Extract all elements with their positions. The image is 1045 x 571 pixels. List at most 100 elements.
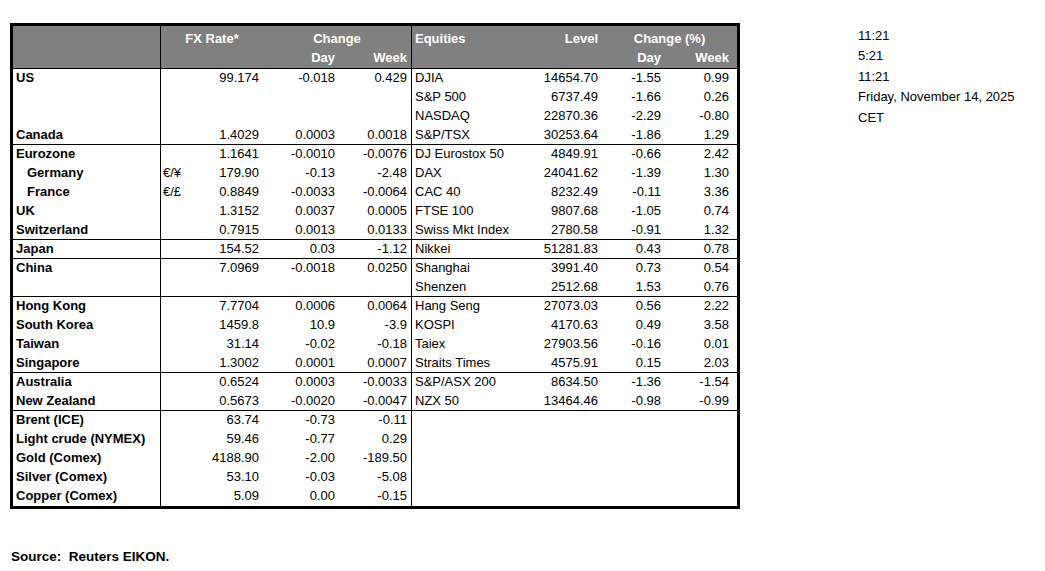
currency-pair-label bbox=[161, 392, 191, 410]
table-row: Hong Kong7.77040.00060.0064Hang Seng2707… bbox=[13, 297, 737, 316]
equity-label bbox=[412, 430, 534, 449]
equity-label: NZX 50 bbox=[412, 392, 534, 410]
equity-level-value: 30253.64 bbox=[534, 126, 602, 144]
level-header: Level bbox=[534, 26, 602, 48]
fx-change-day-value: 0.0006 bbox=[263, 297, 339, 316]
fx-change-day-value: -0.77 bbox=[263, 430, 339, 449]
equity-change-day-value: 0.56 bbox=[602, 297, 665, 316]
currency-pair-label bbox=[161, 240, 191, 258]
fx-change-header: Change bbox=[263, 26, 412, 48]
equity-level-value: 2512.68 bbox=[534, 278, 602, 296]
table-row: Australia0.65240.0003-0.0033S&P/ASX 2008… bbox=[13, 373, 737, 392]
fx-change-week-value: -0.11 bbox=[339, 411, 412, 430]
equity-change-week-value bbox=[665, 430, 737, 449]
table-row: Silver (Comex)53.10-0.03-5.08 bbox=[13, 468, 737, 487]
currency-pair-label bbox=[161, 449, 191, 468]
equity-level-value: 27903.56 bbox=[534, 335, 602, 354]
currency-pair-label bbox=[161, 202, 191, 221]
equity-change-week-value: 2.22 bbox=[665, 297, 737, 316]
row-label: Light crude (NYMEX) bbox=[13, 430, 161, 449]
fx-rate-value: 1.4029 bbox=[191, 126, 263, 144]
equity-label: FTSE 100 bbox=[412, 202, 534, 221]
equity-label: DJIA bbox=[412, 69, 534, 88]
row-label: Germany bbox=[13, 164, 161, 183]
currency-pair-label bbox=[161, 126, 191, 144]
row-label: Taiwan bbox=[13, 335, 161, 354]
timezone-value: CET bbox=[858, 108, 1015, 128]
equity-label: CAC 40 bbox=[412, 183, 534, 202]
equity-level-value: 22870.36 bbox=[534, 107, 602, 126]
currency-pair-label bbox=[161, 487, 191, 506]
table-row: Japan154.520.03-1.12Nikkei51281.830.430.… bbox=[13, 240, 737, 259]
currency-pair-label bbox=[161, 316, 191, 335]
table-row: Germany€/¥179.90-0.13-2.48DAX24041.62-1.… bbox=[13, 164, 737, 183]
fx-rate-value: 1.1641 bbox=[191, 145, 263, 164]
fx-change-week-value: 0.0007 bbox=[339, 354, 412, 372]
fx-change-week-value: -3.9 bbox=[339, 316, 412, 335]
equity-level-value: 4170.63 bbox=[534, 316, 602, 335]
row-label: Switzerland bbox=[13, 221, 161, 239]
fx-change-day-value bbox=[263, 88, 339, 107]
equity-change-day-value: -1.39 bbox=[602, 164, 665, 183]
fx-change-day-value: -0.018 bbox=[263, 69, 339, 88]
fx-rate-value: 5.09 bbox=[191, 487, 263, 506]
fx-change-day-value: -0.0018 bbox=[263, 259, 339, 278]
fx-rate-value: 0.6524 bbox=[191, 373, 263, 392]
fx-change-week-value: -0.0047 bbox=[339, 392, 412, 410]
fx-rate-value: 154.52 bbox=[191, 240, 263, 258]
equity-change-day-value: -1.86 bbox=[602, 126, 665, 144]
fx-change-day-value bbox=[263, 278, 339, 296]
fx-rate-header: FX Rate* bbox=[161, 26, 263, 48]
table-row: New Zealand0.5673-0.0020-0.0047NZX 50134… bbox=[13, 392, 737, 411]
spacer-cell bbox=[161, 48, 263, 68]
equity-change-day-value: 0.15 bbox=[602, 354, 665, 372]
equity-change-day-value: 0.49 bbox=[602, 316, 665, 335]
equity-change-day-value: -2.29 bbox=[602, 107, 665, 126]
equities-header: Equities bbox=[412, 26, 534, 48]
fx-change-week-value: 0.0064 bbox=[339, 297, 412, 316]
fx-change-week-value: -2.48 bbox=[339, 164, 412, 183]
equity-label bbox=[412, 487, 534, 506]
row-label: Singapore bbox=[13, 354, 161, 372]
row-label: Eurozone bbox=[13, 145, 161, 164]
equity-change-day-value: -0.98 bbox=[602, 392, 665, 410]
equity-label bbox=[412, 411, 534, 430]
equity-change-week-value: 3.58 bbox=[665, 316, 737, 335]
fx-change-week-value: 0.0250 bbox=[339, 259, 412, 278]
fx-change-week-value bbox=[339, 107, 412, 126]
table-row: US99.174-0.0180.429DJIA14654.70-1.550.99 bbox=[13, 69, 737, 88]
equity-label: Shanghai bbox=[412, 259, 534, 278]
equity-week-header: Week bbox=[665, 48, 737, 68]
equity-level-value bbox=[534, 430, 602, 449]
fx-change-day-value: 0.0001 bbox=[263, 354, 339, 372]
equity-label: Shenzen bbox=[412, 278, 534, 296]
equity-change-week-value bbox=[665, 468, 737, 487]
table-row: Brent (ICE)63.74-0.73-0.11 bbox=[13, 411, 737, 430]
table-row: Copper (Comex)5.090.00-0.15 bbox=[13, 487, 737, 506]
fx-change-day-value: -0.73 bbox=[263, 411, 339, 430]
currency-pair-label bbox=[161, 373, 191, 392]
equity-change-week-value: 3.36 bbox=[665, 183, 737, 202]
fx-rate-value: 53.10 bbox=[191, 468, 263, 487]
corner-cell bbox=[13, 48, 161, 68]
currency-pair-label bbox=[161, 69, 191, 88]
equity-level-value bbox=[534, 449, 602, 468]
row-label bbox=[13, 278, 161, 296]
fx-rate-value: 99.174 bbox=[191, 69, 263, 88]
fx-rate-value: 0.7915 bbox=[191, 221, 263, 239]
equity-change-week-value: 1.32 bbox=[665, 221, 737, 239]
header-row-2: Day Week Day Week bbox=[13, 48, 737, 69]
currency-pair-label bbox=[161, 259, 191, 278]
equity-change-week-value bbox=[665, 487, 737, 506]
equity-level-value: 24041.62 bbox=[534, 164, 602, 183]
timestamp-block: 11:21 5:21 11:21 Friday, November 14, 20… bbox=[858, 26, 1015, 128]
fx-rate-value: 1.3002 bbox=[191, 354, 263, 372]
time-value: 11:21 bbox=[858, 26, 1015, 46]
equity-change-day-value: 0.43 bbox=[602, 240, 665, 258]
equity-change-day-value: 1.53 bbox=[602, 278, 665, 296]
equity-level-value: 4575.91 bbox=[534, 354, 602, 372]
equity-level-value: 27073.03 bbox=[534, 297, 602, 316]
equity-change-week-value: 2.03 bbox=[665, 354, 737, 372]
row-label: France bbox=[13, 183, 161, 202]
equity-level-value: 2780.58 bbox=[534, 221, 602, 239]
